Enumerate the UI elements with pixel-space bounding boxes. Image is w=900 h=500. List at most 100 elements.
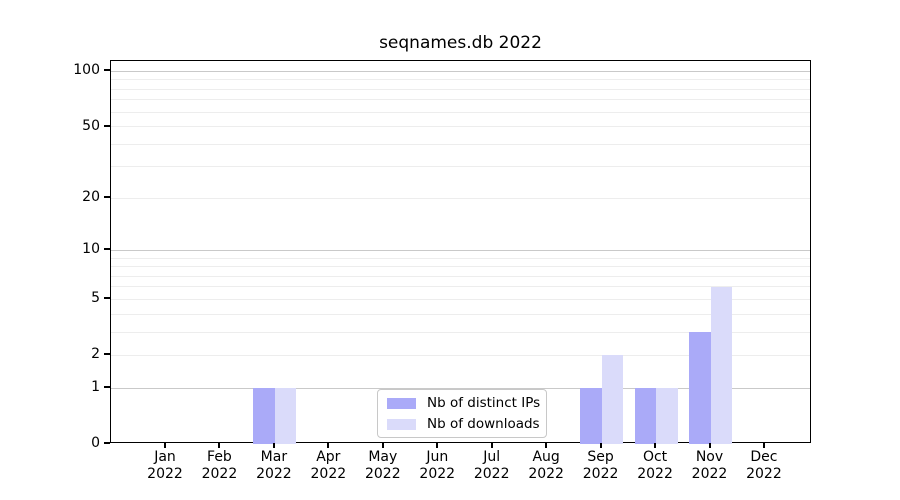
minor-gridline bbox=[111, 257, 810, 259]
legend-label-distinct-ips: Nb of distinct IPs bbox=[427, 395, 541, 411]
major-gridline bbox=[111, 70, 810, 72]
chart-title: seqnames.db 2022 bbox=[379, 33, 542, 53]
x-tick-label: Jun 2022 bbox=[401, 449, 473, 483]
x-tick-mark bbox=[654, 443, 657, 448]
bar-distinct-ips-nov bbox=[689, 332, 711, 444]
bar-downloads-sep bbox=[601, 355, 624, 444]
y-tick-label: 5 bbox=[91, 290, 100, 307]
x-tick-month: Jan bbox=[154, 449, 176, 465]
x-tick-month: May bbox=[368, 449, 398, 465]
x-tick-month: Aug bbox=[532, 449, 560, 465]
y-tick-mark bbox=[104, 69, 110, 72]
legend-item-distinct-ips: Nb of distinct IPs bbox=[387, 395, 541, 411]
minor-gridline bbox=[111, 79, 810, 81]
plot-area bbox=[110, 60, 811, 444]
x-tick-year: 2022 bbox=[364, 466, 401, 482]
legend-label-downloads: Nb of downloads bbox=[427, 416, 540, 432]
x-tick-month: Oct bbox=[642, 449, 668, 465]
x-tick-label: Oct 2022 bbox=[619, 449, 691, 483]
y-tick-mark bbox=[104, 248, 110, 251]
minor-gridline bbox=[111, 313, 810, 315]
x-tick-month: Jun bbox=[426, 449, 449, 465]
minor-gridline bbox=[111, 111, 810, 113]
x-tick-mark bbox=[762, 443, 765, 448]
x-tick-mark bbox=[545, 443, 548, 448]
bar-distinct-ips-sep bbox=[580, 388, 602, 444]
minor-gridline bbox=[111, 286, 810, 288]
major-gridline bbox=[111, 249, 810, 251]
y-tick-mark bbox=[104, 124, 110, 127]
x-tick-label: Dec 2022 bbox=[728, 449, 800, 483]
x-tick-month: Mar bbox=[260, 449, 288, 465]
y-tick-mark bbox=[104, 442, 110, 444]
x-tick-year: 2022 bbox=[256, 466, 292, 482]
x-tick-label: Sep 2022 bbox=[565, 449, 637, 483]
legend-swatch-distinct-ips-icon bbox=[387, 397, 416, 409]
legend-item-downloads: Nb of downloads bbox=[387, 416, 540, 432]
legend-swatch-downloads-icon bbox=[387, 418, 416, 430]
x-tick-mark bbox=[381, 443, 384, 448]
bar-downloads-nov bbox=[710, 286, 732, 444]
y-tick-mark bbox=[104, 196, 110, 199]
minor-gridline bbox=[111, 99, 810, 101]
y-tick-label: 2 bbox=[91, 346, 100, 363]
x-tick-month: Feb bbox=[207, 449, 232, 465]
y-tick-label: 20 bbox=[82, 189, 100, 206]
x-tick-year: 2022 bbox=[691, 466, 728, 482]
minor-gridline bbox=[111, 197, 810, 199]
x-tick-month: Nov bbox=[695, 449, 724, 465]
x-tick-label: Apr 2022 bbox=[292, 449, 364, 483]
bar-distinct-ips-mar bbox=[253, 388, 275, 444]
x-tick-mark bbox=[272, 443, 275, 448]
minor-gridline bbox=[111, 298, 810, 300]
x-tick-month: Apr bbox=[316, 449, 341, 465]
minor-gridline bbox=[111, 166, 810, 168]
x-tick-month: Jul bbox=[483, 449, 501, 465]
x-tick-year: 2022 bbox=[582, 466, 619, 482]
y-tick-label: 10 bbox=[82, 241, 100, 258]
minor-gridline bbox=[111, 331, 810, 333]
y-tick-label: 0 bbox=[91, 435, 100, 451]
x-tick-year: 2022 bbox=[473, 466, 510, 482]
bar-downloads-oct bbox=[656, 388, 678, 444]
major-gridline bbox=[111, 387, 810, 389]
x-tick-year: 2022 bbox=[528, 466, 564, 482]
minor-gridline bbox=[111, 354, 810, 356]
x-tick-year: 2022 bbox=[310, 466, 347, 482]
y-tick-mark bbox=[104, 353, 110, 356]
x-tick-year: 2022 bbox=[201, 466, 238, 482]
x-tick-year: 2022 bbox=[419, 466, 456, 482]
x-tick-mark bbox=[436, 443, 439, 448]
x-tick-mark bbox=[218, 443, 221, 448]
x-tick-month: Dec bbox=[750, 449, 778, 465]
x-tick-label: Feb 2022 bbox=[183, 449, 255, 483]
minor-gridline bbox=[111, 126, 810, 128]
x-tick-label: Nov 2022 bbox=[674, 449, 746, 483]
x-tick-mark bbox=[599, 443, 602, 448]
bar-distinct-ips-oct bbox=[634, 388, 657, 444]
x-tick-mark bbox=[490, 443, 493, 448]
minor-gridline bbox=[111, 143, 810, 145]
minor-gridline bbox=[111, 88, 810, 90]
y-tick-mark bbox=[104, 386, 110, 389]
y-tick-label: 100 bbox=[73, 62, 100, 79]
bar-downloads-mar bbox=[274, 388, 297, 444]
x-tick-mark bbox=[327, 443, 330, 448]
x-tick-year: 2022 bbox=[147, 466, 183, 482]
y-tick-label: 50 bbox=[82, 117, 100, 134]
x-tick-label: Jan 2022 bbox=[129, 449, 201, 483]
x-tick-month: Sep bbox=[587, 449, 614, 465]
x-tick-label: May 2022 bbox=[347, 449, 419, 483]
x-tick-mark bbox=[708, 443, 711, 448]
legend: Nb of distinct IPs Nb of downloads bbox=[377, 389, 547, 438]
x-tick-year: 2022 bbox=[746, 466, 782, 482]
y-tick-label: 1 bbox=[91, 379, 100, 396]
x-tick-label: Aug 2022 bbox=[510, 449, 582, 483]
minor-gridline bbox=[111, 275, 810, 277]
x-tick-mark bbox=[164, 443, 166, 448]
y-tick-mark bbox=[104, 297, 110, 300]
x-tick-label: Jul 2022 bbox=[456, 449, 528, 483]
minor-gridline bbox=[111, 266, 810, 268]
x-tick-year: 2022 bbox=[637, 466, 673, 482]
